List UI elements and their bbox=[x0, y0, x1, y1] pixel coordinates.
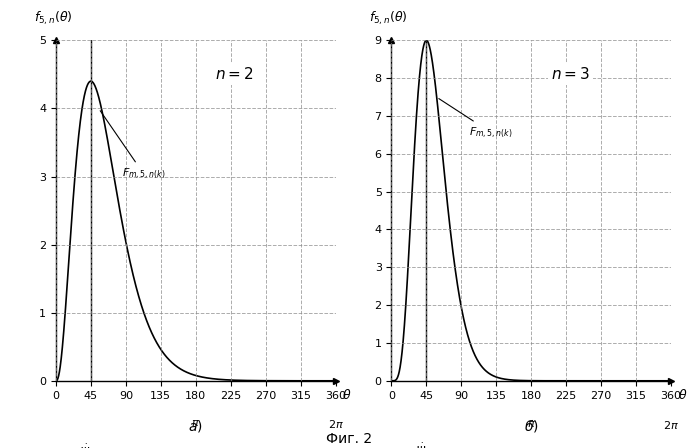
X-axis label: $\theta$: $\theta$ bbox=[677, 388, 687, 401]
Y-axis label: $f_{5,\mathit{n}}(\theta)$: $f_{5,\mathit{n}}(\theta)$ bbox=[34, 9, 73, 27]
Text: $F_{m,5,\mathit{n}(k)}$: $F_{m,5,\mathit{n}(k)}$ bbox=[100, 111, 166, 181]
Text: $2\pi$: $2\pi$ bbox=[663, 418, 679, 431]
Text: $\pi$: $\pi$ bbox=[192, 418, 200, 428]
Text: $F_{m,5,\mathit{n}(k)}$: $F_{m,5,\mathit{n}(k)}$ bbox=[439, 99, 513, 140]
Text: $б)$: $б)$ bbox=[524, 417, 539, 434]
X-axis label: $\theta$: $\theta$ bbox=[342, 388, 352, 401]
Text: $n = 3$: $n = 3$ bbox=[551, 66, 589, 82]
Text: $\pi$: $\pi$ bbox=[527, 418, 535, 429]
Text: $а)$: $а)$ bbox=[188, 418, 203, 434]
Text: $\dot{\Psi}_{(k)}$: $\dot{\Psi}_{(k)}$ bbox=[416, 441, 437, 448]
Text: $n = 2$: $n = 2$ bbox=[215, 66, 254, 82]
Text: Фиг. 2: Фиг. 2 bbox=[326, 432, 373, 446]
Text: $\dot{\Psi}_{(k)}$: $\dot{\Psi}_{(k)}$ bbox=[80, 442, 101, 448]
Y-axis label: $f_{5,\mathit{n}}(\theta)$: $f_{5,\mathit{n}}(\theta)$ bbox=[369, 9, 408, 27]
Text: $2\pi$: $2\pi$ bbox=[328, 418, 343, 430]
